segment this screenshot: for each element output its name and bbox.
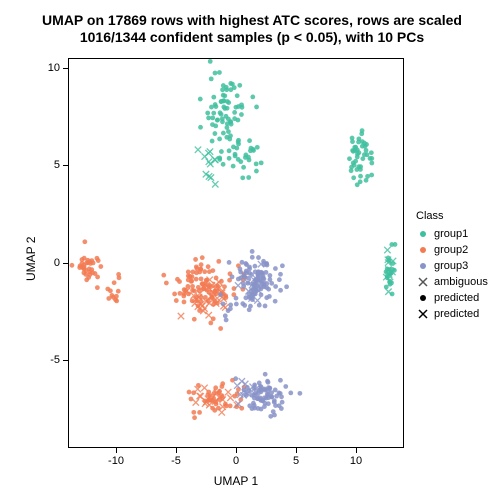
- x-tick: [236, 448, 237, 453]
- legend-item: ambiguous: [416, 274, 488, 290]
- y-tick-label: 0: [40, 257, 60, 269]
- scatter-points: [69, 59, 405, 449]
- x-marker-icon: [416, 275, 430, 289]
- legend-item: predicted: [416, 306, 488, 322]
- x-tick: [176, 448, 177, 453]
- title-line-1: UMAP on 17869 rows with highest ATC scor…: [0, 12, 504, 29]
- x-tick: [116, 448, 117, 453]
- chart-title: UMAP on 17869 rows with highest ATC scor…: [0, 12, 504, 46]
- x-tick-label: -5: [171, 455, 181, 467]
- legend-label: group3: [434, 260, 468, 272]
- legend-label: ambiguous: [434, 276, 488, 288]
- y-tick-label: 10: [40, 62, 60, 74]
- x-tick: [356, 448, 357, 453]
- x-tick-label: 0: [233, 455, 239, 467]
- legend-label: group1: [434, 228, 468, 240]
- x-tick-label: 5: [293, 455, 299, 467]
- plot-area: [68, 58, 404, 448]
- legend-item: group2: [416, 242, 488, 258]
- y-tick: [63, 165, 68, 166]
- legend-label: predicted: [434, 308, 479, 320]
- x-tick: [296, 448, 297, 453]
- legend-items: group1 group2 group3 ambiguous predicted pred…: [416, 226, 488, 322]
- legend-title: Class: [416, 210, 488, 222]
- legend-item: predicted: [416, 290, 488, 306]
- legend-label: group2: [434, 244, 468, 256]
- dot-marker-icon: [416, 291, 430, 305]
- dot-marker-icon: [416, 227, 430, 241]
- x-tick-label: -10: [108, 455, 124, 467]
- y-tick-label: 5: [40, 159, 60, 171]
- y-tick: [63, 263, 68, 264]
- dot-marker-icon: [416, 243, 430, 257]
- y-tick: [63, 68, 68, 69]
- legend-item: group3: [416, 258, 488, 274]
- legend-label: predicted: [434, 292, 479, 304]
- y-axis-label: UMAP 2: [24, 237, 38, 281]
- legend: Class group1 group2 group3 ambiguous predict…: [416, 210, 488, 322]
- title-line-2: 1016/1344 confident samples (p < 0.05), …: [0, 29, 504, 46]
- x-marker-icon: [416, 307, 430, 321]
- dot-marker-icon: [416, 259, 430, 273]
- y-tick-label: -5: [40, 354, 60, 366]
- x-tick-label: 10: [350, 455, 362, 467]
- x-axis-label: UMAP 1: [68, 474, 404, 488]
- legend-item: group1: [416, 226, 488, 242]
- chart-container: UMAP on 17869 rows with highest ATC scor…: [0, 0, 504, 504]
- y-tick: [63, 360, 68, 361]
